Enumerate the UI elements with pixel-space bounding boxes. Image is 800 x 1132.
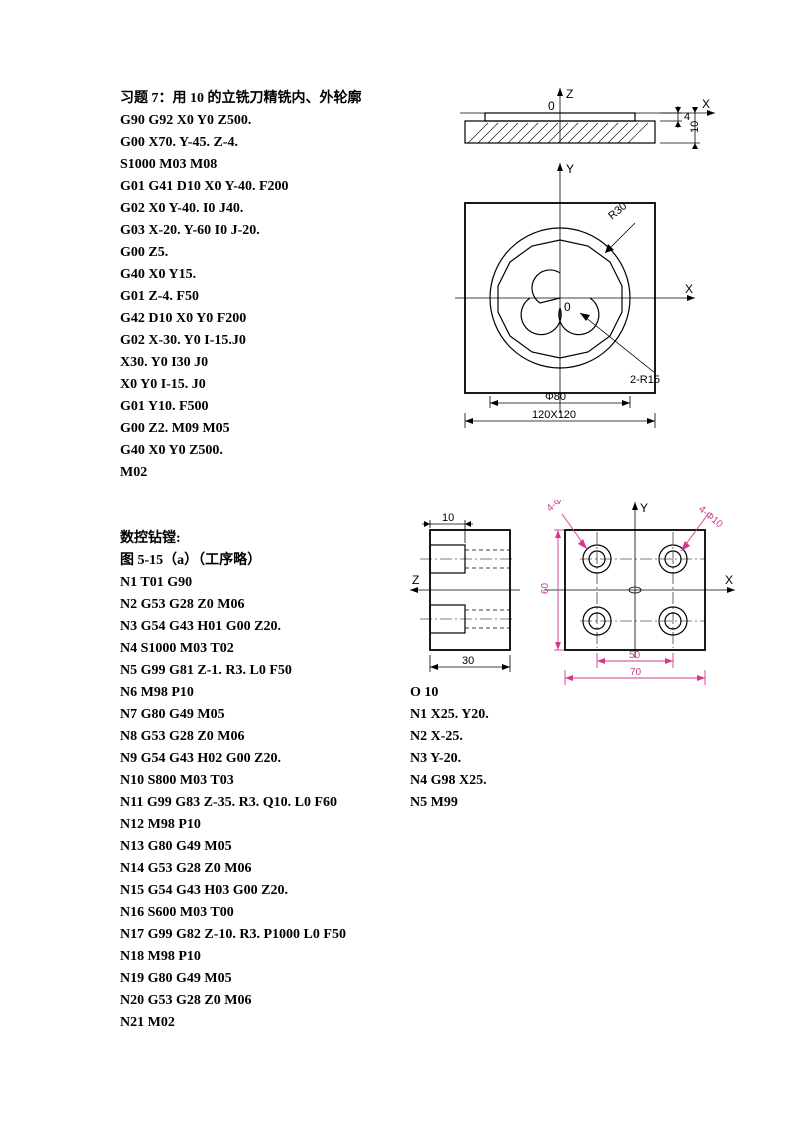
code-line: N17 G99 G82 Z-10. R3. P1000 L0 F50: [120, 924, 410, 946]
figure-2: Z 10 30 Y: [410, 500, 740, 700]
code-line: N5 G99 G81 Z-1. R3. L0 F50: [120, 660, 410, 682]
label-X2: X: [685, 282, 693, 296]
label-X1: X: [702, 97, 710, 111]
label-X: X: [725, 573, 733, 587]
label-d70: 70: [630, 667, 642, 678]
code-line: N6 M98 P10: [120, 682, 410, 704]
section2-left: N1 T01 G90 N2 G53 G28 Z0 M06 N3 G54 G43 …: [120, 572, 410, 1034]
label-Y: Y: [566, 162, 574, 176]
label-d10: 10: [689, 121, 701, 133]
label-hole1: 4-Φ15: [545, 500, 574, 514]
code-line: N14 G53 G28 Z0 M06: [120, 858, 410, 880]
code-line: N12 M98 P10: [120, 814, 410, 836]
label-O2: 0: [564, 300, 571, 314]
figure-1: Z X 0: [430, 88, 730, 448]
code-line: N1 T01 G90: [120, 572, 410, 594]
label-w30: 30: [462, 655, 474, 667]
code-line: N3 Y-20.: [410, 748, 489, 770]
code-line: N18 M98 P10: [120, 946, 410, 968]
code-line: N2 X-25.: [410, 726, 489, 748]
label-R15: 2-R15: [630, 374, 660, 386]
code-line: N20 G53 G28 Z0 M06: [120, 990, 410, 1012]
code-line: N16 S600 M03 T00: [120, 902, 410, 924]
label-hole2: 4-Φ10: [696, 504, 725, 531]
code-line: N10 S800 M03 T03: [120, 770, 410, 792]
code-line: N4 S1000 M03 T02: [120, 638, 410, 660]
label-O1: 0: [548, 99, 555, 113]
code-line: M02: [120, 462, 740, 484]
code-line: N11 G99 G83 Z-35. R3. Q10. L0 F60: [120, 792, 410, 814]
code-line: N2 G53 G28 Z0 M06: [120, 594, 410, 616]
code-line: N21 M02: [120, 1012, 410, 1034]
code-line: N15 G54 G43 H03 G00 Z20.: [120, 880, 410, 902]
code-line: N8 G53 G28 Z0 M06: [120, 726, 410, 748]
code-line: N19 G80 G49 M05: [120, 968, 410, 990]
label-d60: 60: [540, 582, 551, 594]
page: 习题 7：用 10 的立铣刀精铣内、外轮廓 G90 G92 X0 Y0 Z500…: [0, 0, 800, 1074]
code-line: N4 G98 X25.: [410, 770, 489, 792]
label-w10: 10: [442, 512, 454, 524]
code-line: N5 M99: [410, 792, 489, 814]
code-line: N13 G80 G49 M05: [120, 836, 410, 858]
label-Z: Z: [412, 573, 419, 587]
code-line: N3 G54 G43 H01 G00 Z20.: [120, 616, 410, 638]
label-phi80: Φ80: [545, 391, 566, 403]
code-line: N9 G54 G43 H02 G00 Z20.: [120, 748, 410, 770]
label-Z: Z: [566, 88, 573, 101]
code-line: N1 X25. Y20.: [410, 704, 489, 726]
label-w120: 120X120: [532, 409, 576, 421]
label-Y: Y: [640, 501, 648, 515]
code-line: N7 G80 G49 M05: [120, 704, 410, 726]
label-d50: 50: [629, 650, 641, 661]
